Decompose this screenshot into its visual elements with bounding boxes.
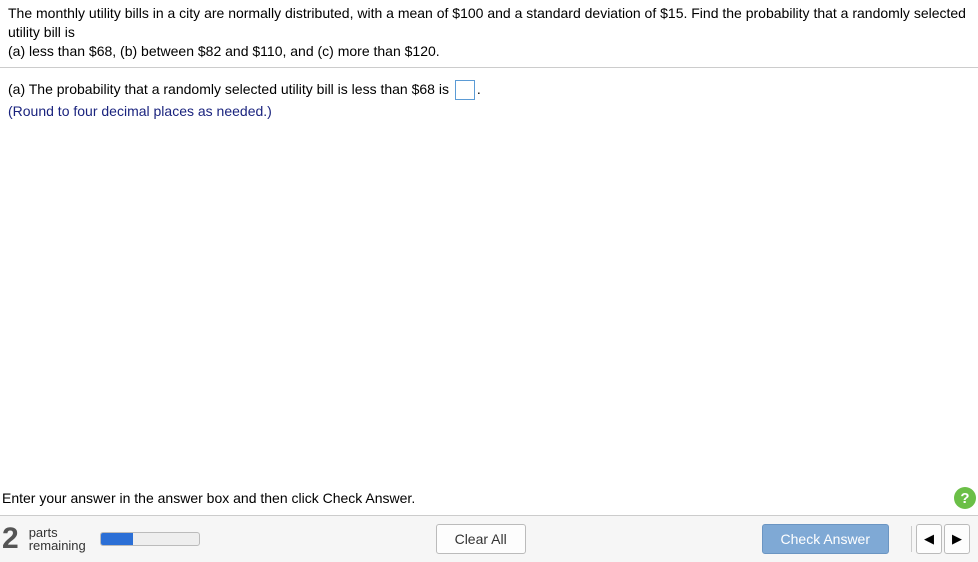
next-button[interactable]: ▶ xyxy=(944,524,970,554)
question-line-2: (a) less than $68, (b) between $82 and $… xyxy=(8,43,440,59)
bottom-bar: 2 parts remaining Clear All Check Answer… xyxy=(0,516,978,562)
instruction-text: Enter your answer in the answer box and … xyxy=(2,490,954,506)
progress-fill xyxy=(101,533,133,545)
answer-prompt-after: . xyxy=(477,81,481,97)
answer-prompt-before: (a) The probability that a randomly sele… xyxy=(8,81,453,97)
parts-count: 2 xyxy=(2,522,19,556)
round-hint: (Round to four decimal places as needed.… xyxy=(8,100,970,122)
answer-input[interactable] xyxy=(455,80,475,100)
progress-bar xyxy=(100,532,200,546)
clear-all-button[interactable]: Clear All xyxy=(436,524,526,554)
help-icon[interactable]: ? xyxy=(954,487,976,509)
answer-line: (a) The probability that a randomly sele… xyxy=(8,78,970,100)
answer-area: (a) The probability that a randomly sele… xyxy=(0,68,978,123)
prev-button[interactable]: ◀ xyxy=(916,524,942,554)
question-area: The monthly utility bills in a city are … xyxy=(0,0,978,68)
separator xyxy=(911,526,912,552)
nav-group: ◀ ▶ xyxy=(907,524,970,554)
parts-label: parts remaining xyxy=(29,526,86,552)
instruction-bar: Enter your answer in the answer box and … xyxy=(0,481,978,516)
parts-label-bottom: remaining xyxy=(29,539,86,552)
question-line-1: The monthly utility bills in a city are … xyxy=(8,5,966,40)
check-answer-button[interactable]: Check Answer xyxy=(762,524,889,554)
